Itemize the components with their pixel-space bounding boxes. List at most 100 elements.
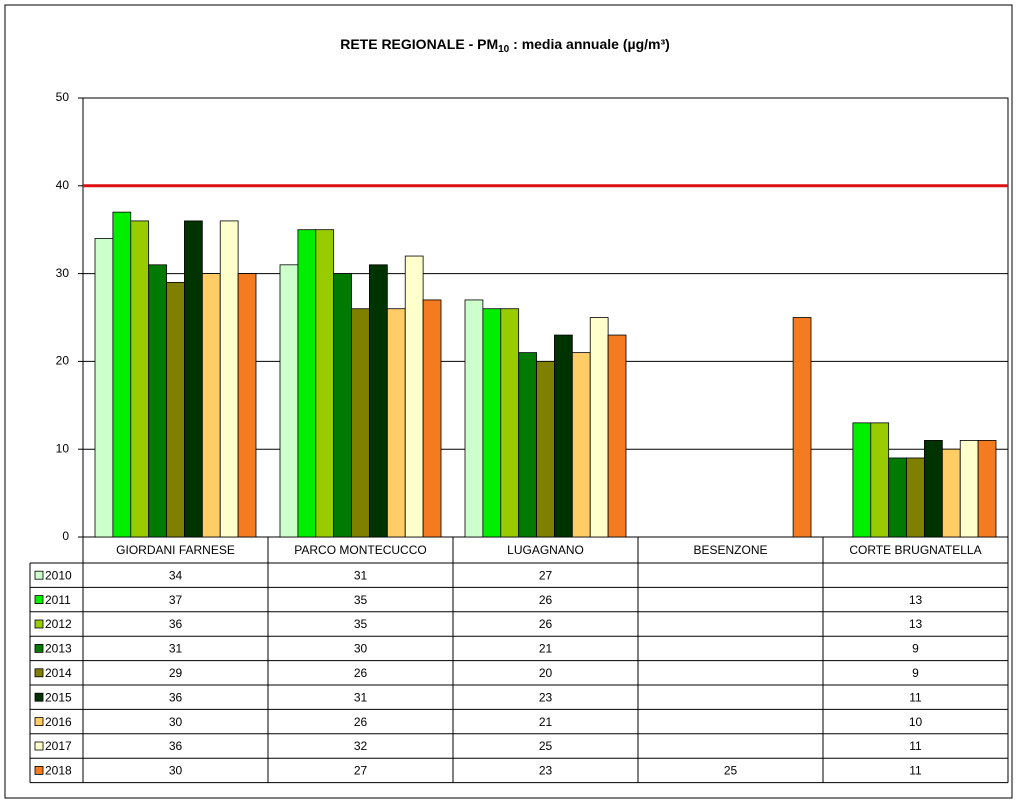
table-value: 35 [354,617,368,631]
table-value: 10 [909,715,923,729]
bar [571,352,591,538]
table-value: 35 [354,593,368,607]
y-tick-label: 20 [56,354,70,368]
table-value: 31 [354,568,368,582]
table-value: 29 [169,666,183,680]
bar [924,440,943,538]
table-value: 27 [539,568,553,582]
table-value: 26 [539,593,553,607]
table-value: 20 [539,666,553,680]
bar [279,264,299,538]
legend-swatch [34,766,44,775]
legend-label: 2014 [45,666,72,680]
table-value: 30 [169,715,183,729]
table-value: 30 [169,764,183,778]
bar [852,422,872,538]
table-value: 30 [354,642,368,656]
legend-label: 2012 [45,617,72,631]
table-value: 21 [539,715,553,729]
bar [130,220,150,538]
x-tick-label: LUGAGNANO [507,543,584,557]
table-value: 26 [354,715,368,729]
legend-label: 2013 [45,642,72,656]
bar [518,352,537,538]
bar [870,422,890,538]
legend-swatch [34,595,44,604]
x-tick-label: BESENZONE [693,543,767,557]
table-value: 13 [909,593,923,607]
bar [607,334,627,538]
legend-label: 2017 [45,739,72,753]
bar [554,334,573,538]
legend-label: 2010 [45,568,72,582]
bar [536,360,555,538]
bar [112,211,132,538]
legend-label: 2018 [45,764,72,778]
y-tick-label: 30 [56,266,70,280]
table-value: 31 [169,642,183,656]
table-value: 23 [539,764,553,778]
table-value: 11 [909,690,922,704]
legend-swatch [34,619,44,629]
table-value: 26 [539,617,553,631]
table-value: 9 [912,666,919,680]
table-value: 23 [539,690,553,704]
table-value: 27 [354,764,368,778]
legend-swatch [34,570,44,580]
table-value: 34 [169,568,183,582]
x-tick-label: CORTE BRUGNATELLA [849,543,981,557]
table-value: 25 [724,764,738,778]
bar [482,308,502,538]
legend-swatch [34,741,44,751]
bar [237,273,257,538]
bar [941,448,961,538]
y-tick-label: 40 [56,178,70,192]
table-value: 11 [909,764,922,778]
bar [148,264,167,538]
bar [386,308,406,538]
bar [184,220,203,538]
bar [201,273,221,538]
bar [351,308,370,538]
y-tick-label: 10 [56,441,70,455]
bar [589,317,609,538]
table-value: 26 [354,666,368,680]
table-value: 21 [539,642,553,656]
table-value: 11 [909,739,922,753]
bar [315,229,335,538]
table-value: 13 [909,617,923,631]
legend-swatch [34,692,44,702]
bar [500,308,520,538]
table-value: 36 [169,739,183,753]
bar [792,317,812,538]
legend-label: 2011 [45,593,71,607]
table-value: 36 [169,617,183,631]
y-tick-label: 50 [56,90,70,104]
y-tick-label: 0 [62,529,69,543]
x-tick-label: GIORDANI FARNESE [116,543,235,557]
bar [959,440,979,538]
table-value: 32 [354,739,368,753]
bar [977,440,997,538]
legend-label: 2016 [45,715,72,729]
bar [94,238,114,538]
legend-swatch [34,644,44,653]
bar [166,281,185,538]
legend-label: 2015 [45,690,72,704]
legend-swatch [34,668,44,678]
bar [219,220,239,538]
table-value: 37 [169,593,183,607]
bar [464,299,484,538]
bar [333,273,352,538]
legend-swatch [34,717,44,726]
bar [369,264,388,538]
x-tick-label: PARCO MONTECUCCO [294,543,426,557]
table-value: 25 [539,739,553,753]
bar [404,255,424,538]
chart-title: RETE REGIONALE - PM10 : media annuale (µ… [340,36,670,55]
bar [422,299,442,538]
bar [297,229,317,538]
table-value: 31 [354,690,368,704]
table-value: 9 [912,642,919,656]
